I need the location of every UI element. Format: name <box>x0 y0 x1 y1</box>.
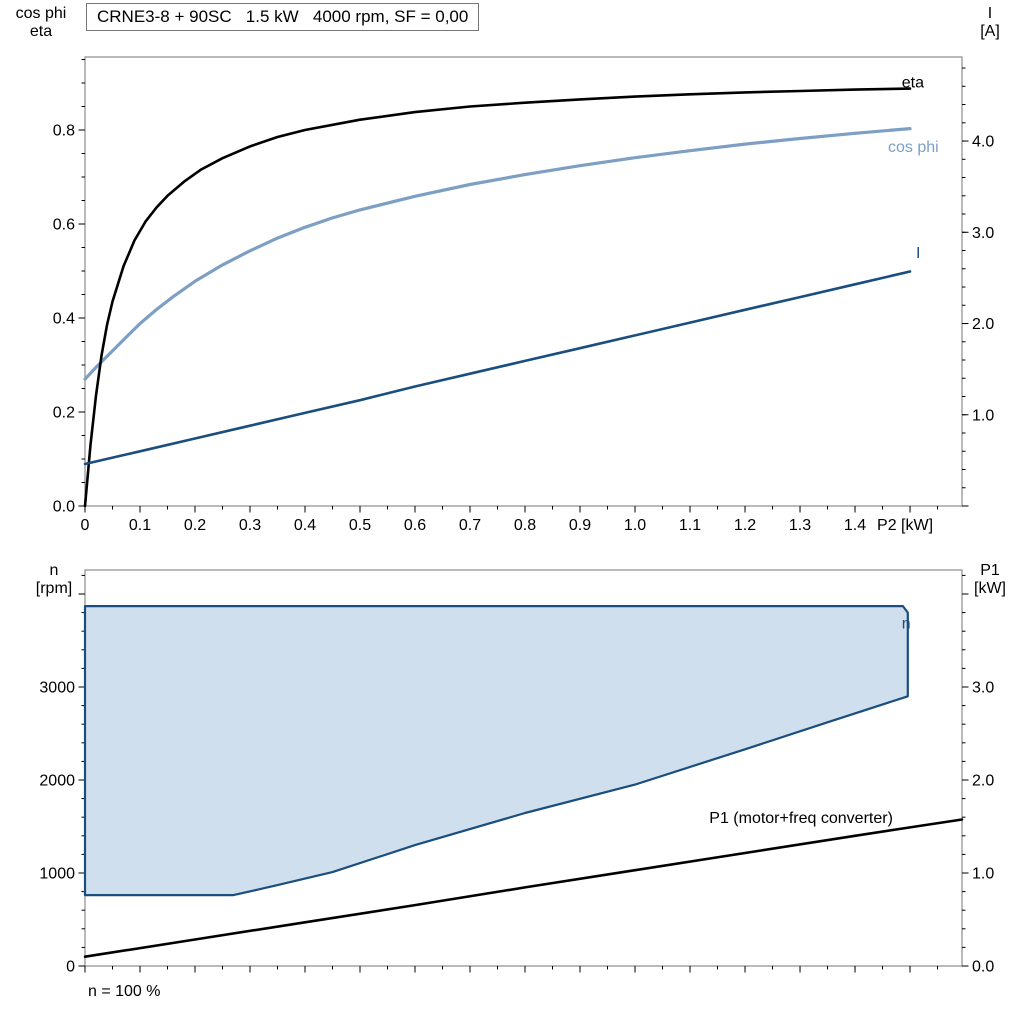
x-tick-label: 1.3 <box>789 517 811 534</box>
x-tick-label: 0.5 <box>349 517 371 534</box>
right-y-tick-label: 1.0 <box>972 865 994 882</box>
x-tick-label: 0.7 <box>459 517 481 534</box>
right-y-tick-label: 1.0 <box>972 407 994 424</box>
series-cos_phi <box>83 127 912 381</box>
left-y-tick-label: 3000 <box>39 679 75 696</box>
right-axis-title-line2: [A] <box>980 23 1000 40</box>
speed-footnote: n = 100 % <box>88 983 161 1000</box>
right-y-tick-label: 4.0 <box>972 134 994 151</box>
x-tick-label: 1.4 <box>844 517 866 534</box>
left-axis-title-line1: n <box>49 562 59 579</box>
top-chart-right-axis-title: I [A] <box>964 5 1016 41</box>
bottom-chart-right-axis-title: P1 [kW] <box>962 562 1018 598</box>
series-I <box>83 270 912 466</box>
left-y-tick-label: 2000 <box>39 772 75 789</box>
left-axis-title-line1: cos phi <box>15 5 67 22</box>
x-tick-label: 0.9 <box>569 517 591 534</box>
chart-title-box: CRNE3-8 + 90SC 1.5 kW 4000 rpm, SF = 0,0… <box>86 3 480 31</box>
right-y-tick-label: 2.0 <box>972 316 994 333</box>
left-axis-title-line2: [rpm] <box>35 580 73 597</box>
x-tick-label: 0.1 <box>129 517 151 534</box>
left-y-tick-label: 1000 <box>39 865 75 882</box>
x-tick-label: 1.1 <box>679 517 701 534</box>
left-y-tick-label: 0.0 <box>53 499 75 516</box>
curve-label-current: I <box>916 245 920 262</box>
curve-label-eta: eta <box>902 75 924 92</box>
right-y-tick-label: 3.0 <box>972 679 994 696</box>
x-tick-label: 0.8 <box>514 517 536 534</box>
x-tick-label: 0.3 <box>239 517 261 534</box>
x-axis-unit-label: P2 [kW] <box>877 517 933 534</box>
curve-label-P1: P1 (motor+freq converter) <box>709 810 893 827</box>
x-tick-label: 1.2 <box>734 517 756 534</box>
right-axis-title-line1: P1 <box>980 562 1000 579</box>
left-y-tick-label: 0.4 <box>53 310 75 327</box>
right-axis-title-line2: [kW] <box>974 580 1006 597</box>
bottom-chart: 0 1000 2000 3000 0.0 1.0 2.0 3.0 n P1 (motor+freq… <box>39 569 994 976</box>
x-tick-label: 0.4 <box>294 517 316 534</box>
plot-border <box>84 56 963 507</box>
right-y-tick-label: 0.0 <box>972 959 994 976</box>
series-eta <box>83 87 912 508</box>
series-P1 <box>83 818 964 959</box>
x-tick-label: 0.6 <box>404 517 426 534</box>
speed-envelope <box>83 604 909 897</box>
top-chart-left-axis-title: cos phi eta <box>4 5 78 41</box>
left-y-tick-label: 0.8 <box>53 122 75 139</box>
curve-label-n: n <box>902 615 911 632</box>
bottom-chart-left-axis-title: n [rpm] <box>26 562 82 598</box>
left-y-tick-label: 0.2 <box>53 404 75 421</box>
left-axis-title-line2: eta <box>29 23 53 40</box>
curve-label-cos-phi: cos phi <box>888 139 939 156</box>
right-y-tick-label: 3.0 <box>972 225 994 242</box>
left-y-tick-label: 0.6 <box>53 216 75 233</box>
right-axis-title-line1: I <box>987 5 993 22</box>
top-chart: 0 0.1 0.2 0.3 0.4 0.5 0.6 0.7 0.8 0.9 1.0 1.1 1.2 1.3… <box>53 56 994 534</box>
x-tick-label: 0 <box>81 517 90 534</box>
right-y-tick-label: 2.0 <box>972 772 994 789</box>
left-y-tick-label: 0 <box>66 959 75 976</box>
x-tick-label: 0.2 <box>184 517 206 534</box>
x-tick-label: 1.0 <box>624 517 646 534</box>
